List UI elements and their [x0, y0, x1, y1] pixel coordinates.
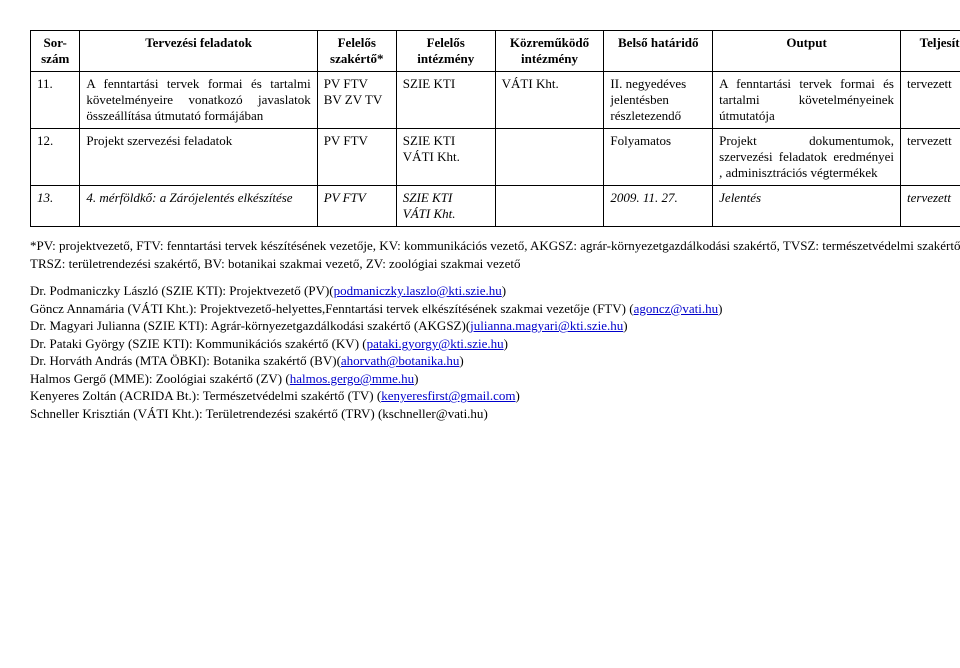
- table-cell: PV FTV: [317, 129, 396, 186]
- table-cell: A fenntartási tervek formai és tartalmi …: [713, 72, 901, 129]
- contacts-block: Dr. Podmaniczky László (SZIE KTI): Proje…: [30, 282, 960, 422]
- table-row: 12.Projekt szervezési feladatokPV FTVSZI…: [31, 129, 960, 186]
- footnote-legend: *PV: projektvezető, FTV: fenntartási ter…: [30, 237, 960, 272]
- table-cell: 4. mérföldkő: a Zárójelentés elkészítése: [80, 186, 317, 227]
- contact-email-link[interactable]: julianna.magyari@kti.szie.hu: [470, 318, 623, 333]
- contact-line: Dr. Pataki György (SZIE KTI): Kommunikác…: [30, 335, 960, 353]
- header-fsz: Felelős szakértő*: [317, 31, 396, 72]
- table-cell: A fenntartási tervek formai és tartalmi …: [80, 72, 317, 129]
- contact-line: Dr. Magyari Julianna (SZIE KTI): Agrár-k…: [30, 317, 960, 335]
- table-cell: PV FTVBV ZV TV: [317, 72, 396, 129]
- contact-line: Halmos Gergő (MME): Zoológiai szakértő (…: [30, 370, 960, 388]
- contact-line: Dr. Podmaniczky László (SZIE KTI): Proje…: [30, 282, 960, 300]
- table-cell: SZIE KTIVÁTI Kht.: [396, 186, 495, 227]
- table-cell: VÁTI Kht.: [495, 72, 604, 129]
- page-number: 6: [30, 622, 960, 638]
- contact-line: Schneller Krisztián (VÁTI Kht.): Terület…: [30, 405, 960, 423]
- table-header-row: Sor-szám Tervezési feladatok Felelős sza…: [31, 31, 960, 72]
- table-cell: 13.: [31, 186, 80, 227]
- contact-email-link[interactable]: kenyeresfirst@gmail.com: [381, 388, 515, 403]
- header-out: Output: [713, 31, 901, 72]
- table-cell: PV FTV: [317, 186, 396, 227]
- table-cell: Jelentés: [713, 186, 901, 227]
- contact-line: Kenyeres Zoltán (ACRIDA Bt.): Természetv…: [30, 387, 960, 405]
- table-cell: 11.: [31, 72, 80, 129]
- table-cell: II. negyedéves jelentésben részletezendő: [604, 72, 713, 129]
- contact-email-text: kschneller@vati.hu: [382, 406, 483, 421]
- header-bh: Belső határidő: [604, 31, 713, 72]
- contact-email-link[interactable]: pataki.gyorgy@kti.szie.hu: [367, 336, 504, 351]
- contact-email-link[interactable]: ahorvath@botanika.hu: [341, 353, 459, 368]
- contact-line: Göncz Annamária (VÁTI Kht.): Projektveze…: [30, 300, 960, 318]
- table-cell: 2009. 11. 27.: [604, 186, 713, 227]
- table-cell: tervezett: [901, 72, 960, 129]
- project-tasks-table: Sor-szám Tervezési feladatok Felelős sza…: [30, 30, 960, 227]
- table-cell: 12.: [31, 129, 80, 186]
- header-fint: Felelős intézmény: [396, 31, 495, 72]
- header-kint: Közreműködő intézmény: [495, 31, 604, 72]
- table-cell: [495, 129, 604, 186]
- contact-line: Dr. Horváth András (MTA ÖBKI): Botanika …: [30, 352, 960, 370]
- contact-email-link[interactable]: halmos.gergo@mme.hu: [290, 371, 414, 386]
- table-cell: tervezett: [901, 186, 960, 227]
- table-cell: Folyamatos: [604, 129, 713, 186]
- header-sor: Sor-szám: [31, 31, 80, 72]
- header-telj: Teljesítés: [901, 31, 960, 72]
- table-row: 11.A fenntartási tervek formai és tartal…: [31, 72, 960, 129]
- header-terv: Tervezési feladatok: [80, 31, 317, 72]
- table-row: 13.4. mérföldkő: a Zárójelentés elkészít…: [31, 186, 960, 227]
- table-cell: SZIE KTI: [396, 72, 495, 129]
- table-cell: SZIE KTIVÁTI Kht.: [396, 129, 495, 186]
- contact-email-link[interactable]: agoncz@vati.hu: [634, 301, 719, 316]
- table-cell: [495, 186, 604, 227]
- table-cell: Projekt dokumentumok, szervezési feladat…: [713, 129, 901, 186]
- table-cell: Projekt szervezési feladatok: [80, 129, 317, 186]
- table-cell: tervezett: [901, 129, 960, 186]
- contact-email-link[interactable]: podmaniczky.laszlo@kti.szie.hu: [334, 283, 502, 298]
